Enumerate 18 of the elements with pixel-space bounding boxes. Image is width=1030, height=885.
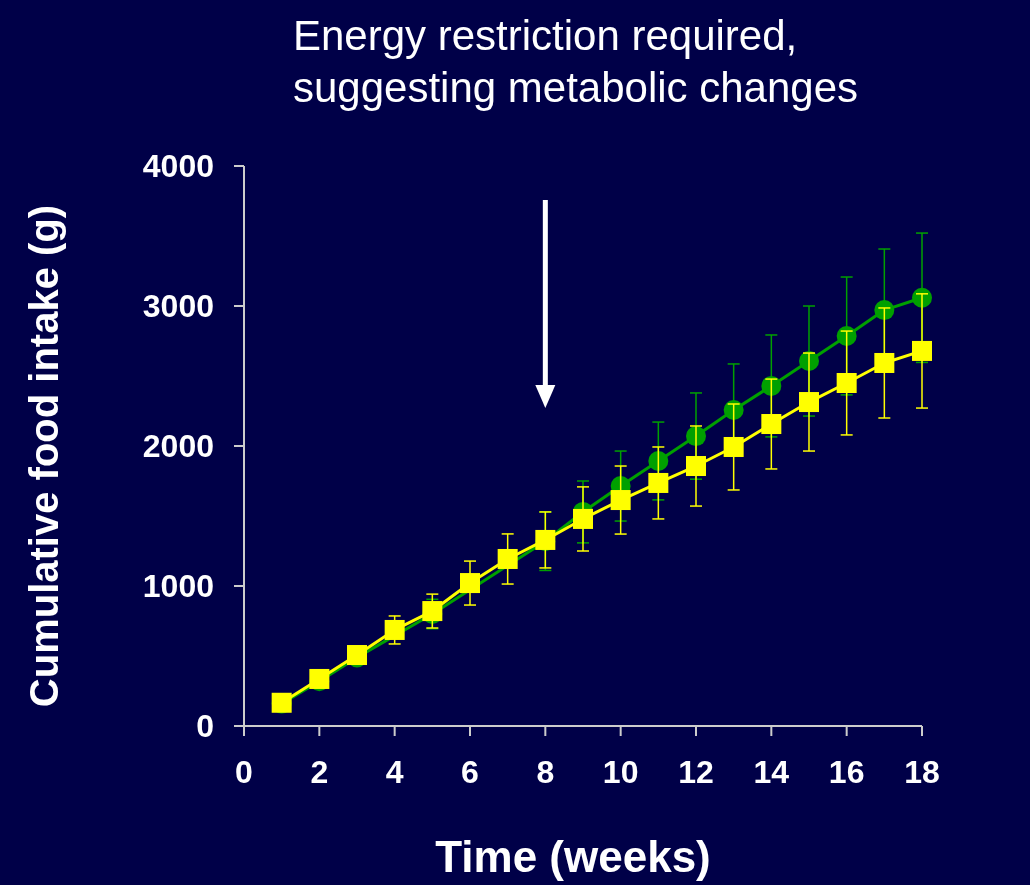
y-tick-label: 1000: [142, 568, 214, 604]
x-tick-label: 6: [461, 754, 479, 790]
x-tick-label: 16: [828, 754, 865, 790]
x-axis-title: Time (weeks): [435, 832, 711, 881]
y-tick-label: 3000: [142, 288, 214, 324]
y-tick-label: 4000: [142, 148, 214, 184]
y-axis-title: Cumulative food intake (g): [22, 204, 66, 708]
x-tick-label: 8: [536, 754, 555, 790]
x-tick-label: 10: [602, 754, 639, 790]
x-tick-label: 0: [235, 754, 253, 790]
x-tick-label: 2: [310, 754, 329, 790]
x-tick-label: 4: [385, 754, 404, 790]
chart-title: Energy restriction required, suggesting metabolic changes: [293, 12, 859, 111]
x-tick-label: 18: [904, 754, 940, 790]
x-tick-label: 12: [678, 754, 714, 790]
x-tick-label: 14: [753, 754, 790, 790]
y-tick-label: 0: [196, 708, 214, 744]
y-tick-label: 2000: [142, 428, 214, 464]
